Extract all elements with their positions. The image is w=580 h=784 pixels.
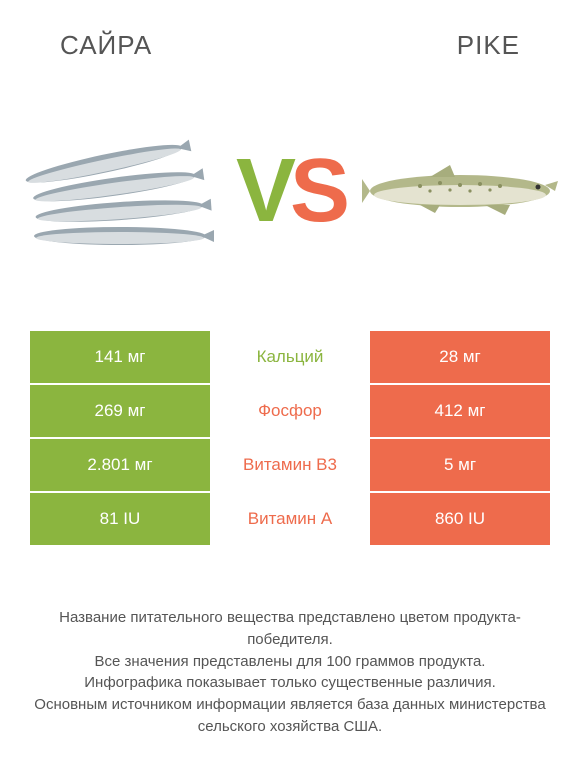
left-value: 269 мг [30,385,210,437]
nutrient-label: Кальций [210,331,370,383]
table-row: 269 мг Фосфор 412 мг [30,385,550,439]
vs-s: S [290,146,344,236]
footer-line: Основным источником информации является … [30,694,550,738]
left-value: 141 мг [30,331,210,383]
table-row: 141 мг Кальций 28 мг [30,331,550,385]
right-value: 5 мг [370,439,550,491]
table-row: 2.801 мг Витамин B3 5 мг [30,439,550,493]
footer-line: Все значения представлены для 100 граммо… [30,651,550,673]
footer-notes: Название питательного вещества представл… [30,607,550,738]
table-row: 81 IU Витамин A 860 IU [30,493,550,547]
saira-image [20,101,220,281]
left-product-title: САЙРА [60,30,152,61]
vs-label: VS [236,146,344,236]
right-value: 28 мг [370,331,550,383]
left-value: 81 IU [30,493,210,545]
right-product-title: PIKE [457,30,520,61]
comparison-hero: VS [0,71,580,331]
footer-line: Инфографика показывает только существенн… [30,672,550,694]
header: САЙРА PIKE [0,0,580,71]
right-value: 860 IU [370,493,550,545]
nutrient-label: Витамин B3 [210,439,370,491]
vs-v: V [236,146,290,236]
nutrient-table: 141 мг Кальций 28 мг 269 мг Фосфор 412 м… [30,331,550,547]
footer-line: Название питательного вещества представл… [30,607,550,651]
nutrient-label: Фосфор [210,385,370,437]
pike-image [360,101,560,281]
right-value: 412 мг [370,385,550,437]
left-value: 2.801 мг [30,439,210,491]
nutrient-label: Витамин A [210,493,370,545]
